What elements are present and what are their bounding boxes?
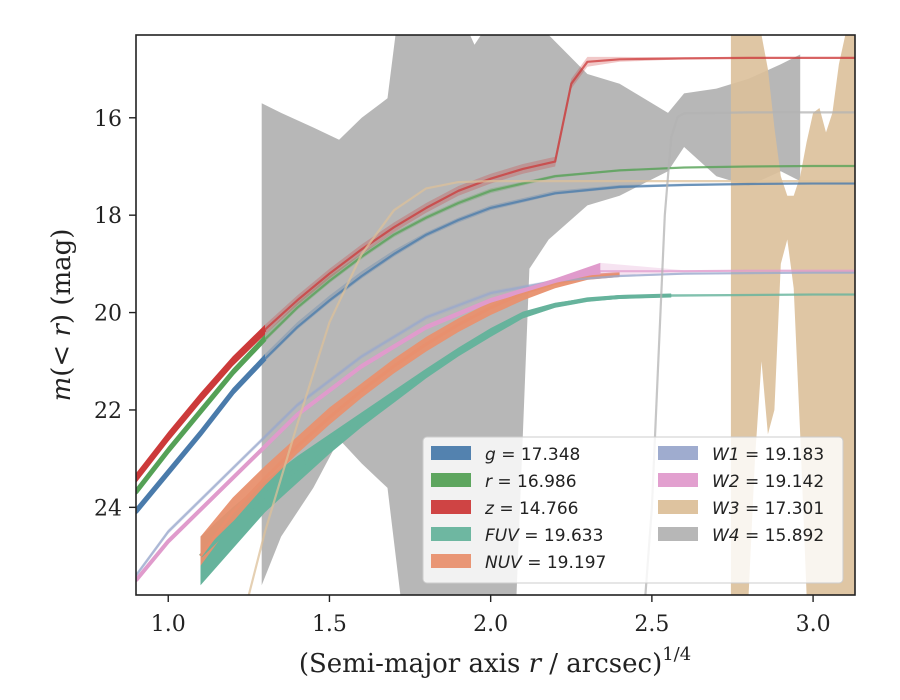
legend-label-w1: W1 = 19.183 [712,445,824,465]
plot-area [136,35,855,595]
y-tick-label: 18 [94,204,122,229]
legend-swatch-fuv [431,527,471,541]
legend-label-nuv: NUV = 19.197 [485,553,606,573]
z-error-band-solid [136,324,265,483]
x-tick-label: 2.0 [473,612,508,637]
x-axis-ticks: 1.0 1.5 2.0 2.5 3.0 [151,595,831,637]
x-tick-label: 1.5 [312,612,347,637]
legend-swatch-g [431,446,471,460]
y-tick-label: 20 [94,302,122,327]
z-curve-solid [136,328,267,480]
g-curve-solid [136,357,267,514]
legend-frame [422,436,844,584]
legend-swatch-w4 [658,527,698,541]
w2-curve-solid [136,269,601,582]
legend-label-fuv: FUV = 19.633 [485,526,603,546]
y-tick-label: 24 [94,496,122,521]
legend-label-z: z = 14.766 [484,499,578,519]
legend-label-w4: W4 = 15.892 [712,526,824,546]
series-lines [136,56,855,595]
x-tick-label: 3.0 [796,612,831,637]
w4-uncertainty-region [261,35,801,595]
legend-label-w3: W3 = 17.301 [712,499,824,519]
w1-curve [136,271,855,577]
legend-swatch-nuv [431,554,471,568]
w3-curve [247,180,855,595]
y-tick-label: 22 [94,399,122,424]
legend-label-w2: W2 = 19.142 [712,472,824,492]
legend-swatch-w2 [658,473,698,487]
legend-swatch-w3 [658,500,698,514]
r-curve-solid [136,337,267,494]
legend-swatch-z [431,500,471,514]
w4-curve [644,111,855,595]
x-axis-label: (Semi-major axis r / arcsec)1/4 [299,644,691,679]
legend: g = 17.348 r = 16.986 z = 14.766 FUV = 19.6… [422,436,844,584]
y-tick-label: 16 [94,107,122,132]
plot-frame [135,34,856,596]
y-axis-ticks: 16 18 20 22 24 [94,107,136,521]
nuv-curve [199,273,620,557]
x-tick-label: 1.0 [151,612,186,637]
legend-label-r: r = 16.986 [485,472,577,492]
legend-label-g: g = 17.348 [485,445,580,465]
legend-swatch-r [431,473,471,487]
x-tick-label: 2.5 [634,612,669,637]
y-axis-label: m(< r) (mag) [47,229,77,402]
fuv-curve-solid [199,293,672,558]
legend-swatch-w1 [658,446,698,460]
